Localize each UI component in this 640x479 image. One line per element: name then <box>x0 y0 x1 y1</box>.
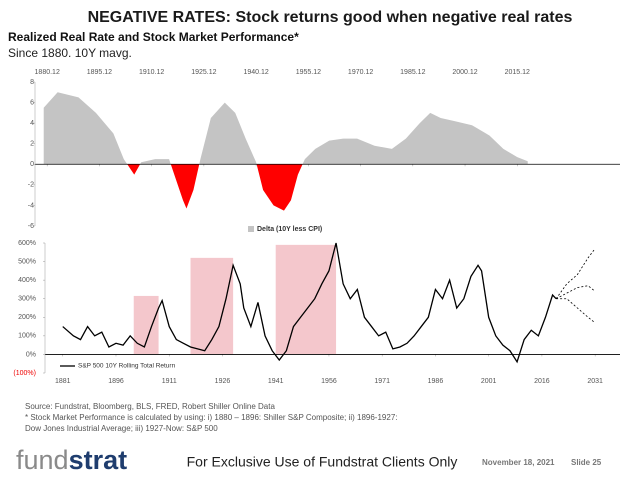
y-tick-label: 400% <box>18 277 36 284</box>
x-tick-label: 1910.12 <box>139 69 164 76</box>
y-tick-label: 2 <box>30 141 34 148</box>
y-tick-label: 600% <box>18 240 36 247</box>
series-line <box>556 298 596 324</box>
x-tick-label: 1896 <box>108 378 124 385</box>
footer-slide: Slide 25 <box>571 458 602 467</box>
y-tick-label: -4 <box>28 202 34 209</box>
y-tick-label: -2 <box>28 182 34 189</box>
x-tick-label: 1880.12 <box>35 69 60 76</box>
y-tick-label: 0% <box>26 351 36 358</box>
x-tick-label: 2015.12 <box>505 69 530 76</box>
source-line: Source: Fundstrat, Bloomberg, BLS, FRED,… <box>25 402 275 411</box>
x-tick-label: 2000.12 <box>452 69 477 76</box>
shaded-period <box>133 295 159 355</box>
y-tick-label: -6 <box>28 223 34 230</box>
legend-label: Delta (10Y less CPI) <box>257 226 322 233</box>
area-negative <box>43 164 528 211</box>
x-tick-label: 1911 <box>162 378 177 385</box>
x-tick-label: 1956 <box>321 378 337 385</box>
x-tick-label: 1971 <box>374 378 390 385</box>
y-tick-label: 8 <box>30 79 34 86</box>
source-line: Dow Jones Industrial Average; iii) 1927-… <box>25 424 218 433</box>
x-tick-label: 2016 <box>534 378 550 385</box>
footer-date: November 18, 2021 <box>482 458 555 467</box>
x-tick-label: 2001 <box>481 378 497 385</box>
stock-chart: (100%) 0% 100% 200% 300% 400% 500% 600% 1881 1896… <box>13 240 620 385</box>
y-tick-label: 300% <box>18 296 36 303</box>
y-tick-label: 6 <box>30 99 34 106</box>
legend-swatch <box>248 226 254 232</box>
source-line: * Stock Market Performance is calculated… <box>25 413 398 422</box>
shaded-period <box>275 244 337 355</box>
y-tick-label: (100%) <box>13 370 36 377</box>
logo-part: fund <box>16 445 69 475</box>
x-tick-label: 1925.12 <box>191 69 216 76</box>
series-line <box>555 285 596 300</box>
area-positive <box>43 92 528 165</box>
legend-label: S&P 500 10Y Rolling Total Return <box>78 363 176 370</box>
y-tick-label: 200% <box>18 314 36 321</box>
logo: fundstrat <box>16 445 127 475</box>
slide-title: NEGATIVE RATES: Stock returns good when … <box>88 9 573 26</box>
x-tick-label: 1895.12 <box>87 69 112 76</box>
series-line <box>62 242 557 364</box>
logo-part: strat <box>69 445 128 475</box>
x-tick-label: 1881 <box>55 378 71 385</box>
x-tick-label: 1926 <box>215 378 231 385</box>
x-tick-label: 1940.12 <box>243 69 268 76</box>
subtitle: Realized Real Rate and Stock Market Perf… <box>8 30 299 44</box>
y-tick-label: 100% <box>18 333 36 340</box>
series-line <box>555 248 596 299</box>
x-tick-label: 1955.12 <box>296 69 321 76</box>
x-tick-label: 1985.12 <box>400 69 425 76</box>
footer-text: For Exclusive Use of Fundstrat Clients O… <box>187 454 458 470</box>
y-tick-label: 4 <box>30 120 34 127</box>
x-tick-label: 1986 <box>428 378 444 385</box>
x-tick-label: 1941 <box>268 378 284 385</box>
y-tick-label: 0 <box>30 161 34 168</box>
x-tick-label: 1970.12 <box>348 69 373 76</box>
x-tick-label: 2031 <box>587 378 603 385</box>
y-tick-label: 500% <box>18 258 36 265</box>
note: Since 1880. 10Y mavg. <box>8 46 132 60</box>
